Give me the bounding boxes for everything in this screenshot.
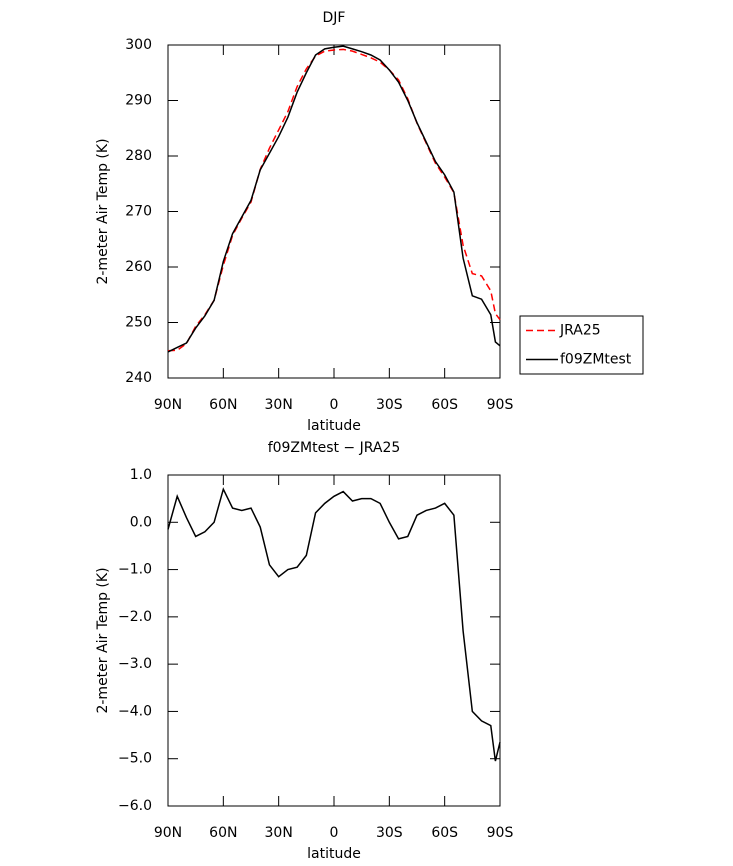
legend-label: f09ZMtest <box>560 352 632 368</box>
y-tick-label: 280 <box>125 148 152 164</box>
y-tick-label: −2.0 <box>118 609 152 625</box>
x-tick-label: 30S <box>376 825 403 841</box>
y-tick-label: 240 <box>125 370 152 386</box>
y-tick-label: 270 <box>125 204 152 220</box>
y-tick-label: −6.0 <box>118 798 152 814</box>
y-tick-label: 300 <box>125 37 152 53</box>
y-tick-label: −5.0 <box>118 751 152 767</box>
data-line <box>167 48 501 352</box>
x-tick-label: 90N <box>154 397 182 413</box>
legend-label: JRA25 <box>559 323 601 339</box>
x-tick-label: 90S <box>487 825 514 841</box>
x-tick-label: 90N <box>154 825 182 841</box>
x-tick-label: 60S <box>431 397 458 413</box>
y-tick-label: 260 <box>125 259 152 275</box>
y-tick-label: −1.0 <box>118 562 152 578</box>
x-axis-label: latitude <box>307 418 361 434</box>
y-tick-label: 250 <box>125 315 152 331</box>
chart-title: f09ZMtest − JRA25 <box>268 440 401 456</box>
plot-frame <box>167 474 501 807</box>
x-tick-label: 90S <box>487 397 514 413</box>
y-tick-label: −4.0 <box>118 703 152 719</box>
x-tick-label: 60N <box>209 825 237 841</box>
x-tick-label: 30S <box>376 397 403 413</box>
chart-title: DJF <box>323 10 346 26</box>
x-tick-label: 30N <box>265 825 293 841</box>
y-tick-label: 290 <box>125 93 152 109</box>
data-line <box>167 45 501 353</box>
y-axis-label: 2-meter Air Temp (K) <box>95 138 111 284</box>
y-tick-label: 1.0 <box>130 467 152 483</box>
y-axis-label: 2-meter Air Temp (K) <box>95 567 111 713</box>
y-tick-label: −3.0 <box>118 656 152 672</box>
plot-frame <box>167 44 501 379</box>
x-tick-label: 60S <box>431 825 458 841</box>
x-axis-label: latitude <box>307 846 361 862</box>
x-tick-label: 30N <box>265 397 293 413</box>
x-tick-label: 0 <box>330 825 339 841</box>
x-tick-label: 60N <box>209 397 237 413</box>
legend-box <box>519 315 644 375</box>
x-tick-label: 0 <box>330 397 339 413</box>
y-tick-label: 0.0 <box>130 514 152 530</box>
data-line <box>167 487 501 762</box>
